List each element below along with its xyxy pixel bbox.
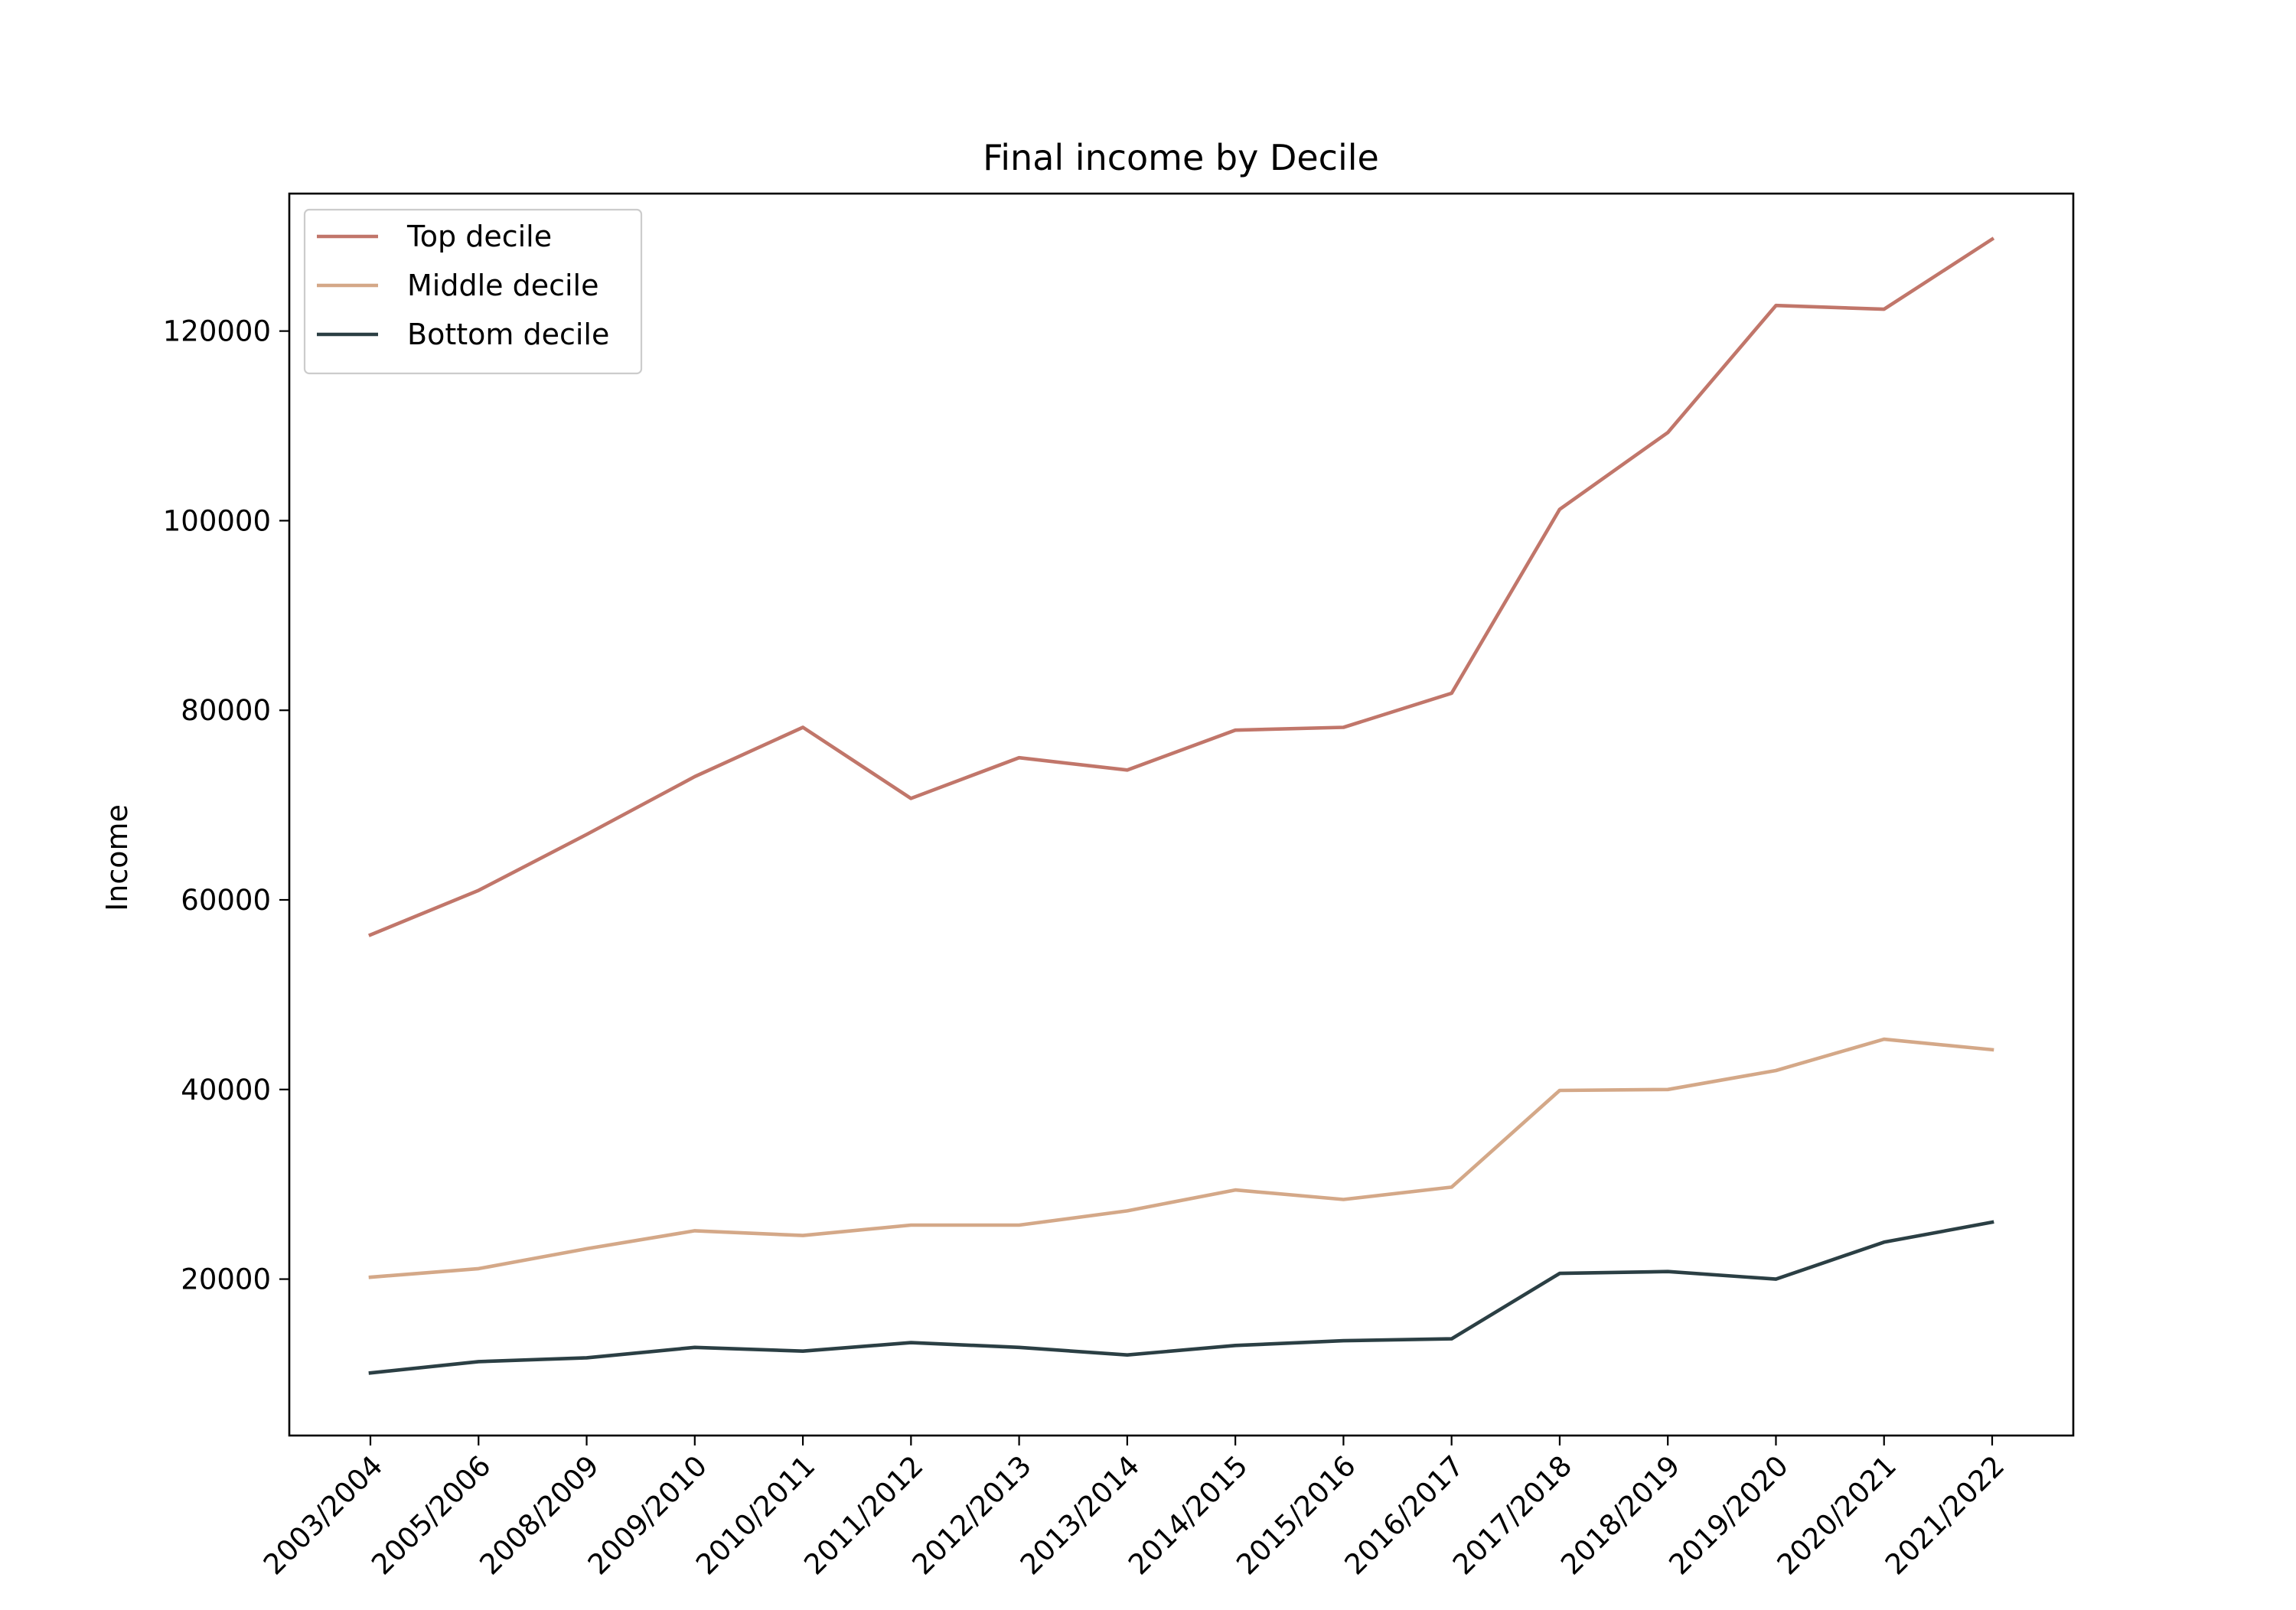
legend-box xyxy=(303,208,643,375)
legend-label: Bottom decile xyxy=(407,318,609,351)
series-line-top-decile xyxy=(367,236,1995,937)
legend-label: Top decile xyxy=(406,220,552,253)
series-line-middle-decile xyxy=(368,1037,1994,1279)
legend-label: Middle decile xyxy=(407,269,599,302)
series-line-bottom-decile xyxy=(368,1220,1994,1375)
y-tick-label: 120000 xyxy=(163,315,271,348)
chart-title: Final income by Decile xyxy=(983,137,1379,178)
y-tick-label: 100000 xyxy=(163,504,271,537)
plot-area-frame xyxy=(288,192,2075,1437)
y-axis-label: Income xyxy=(100,804,134,911)
y-axis-ticks: 20000 40000 60000 80000 100000 120000 xyxy=(163,315,289,1296)
y-tick-label: 40000 xyxy=(181,1074,271,1106)
y-tick-label: 80000 xyxy=(181,694,271,727)
legend: Top decile Middle decile Bottom decile xyxy=(303,208,643,375)
series-lines xyxy=(367,236,1995,1375)
y-tick-label: 60000 xyxy=(181,884,271,917)
y-tick-label: 20000 xyxy=(181,1263,271,1296)
